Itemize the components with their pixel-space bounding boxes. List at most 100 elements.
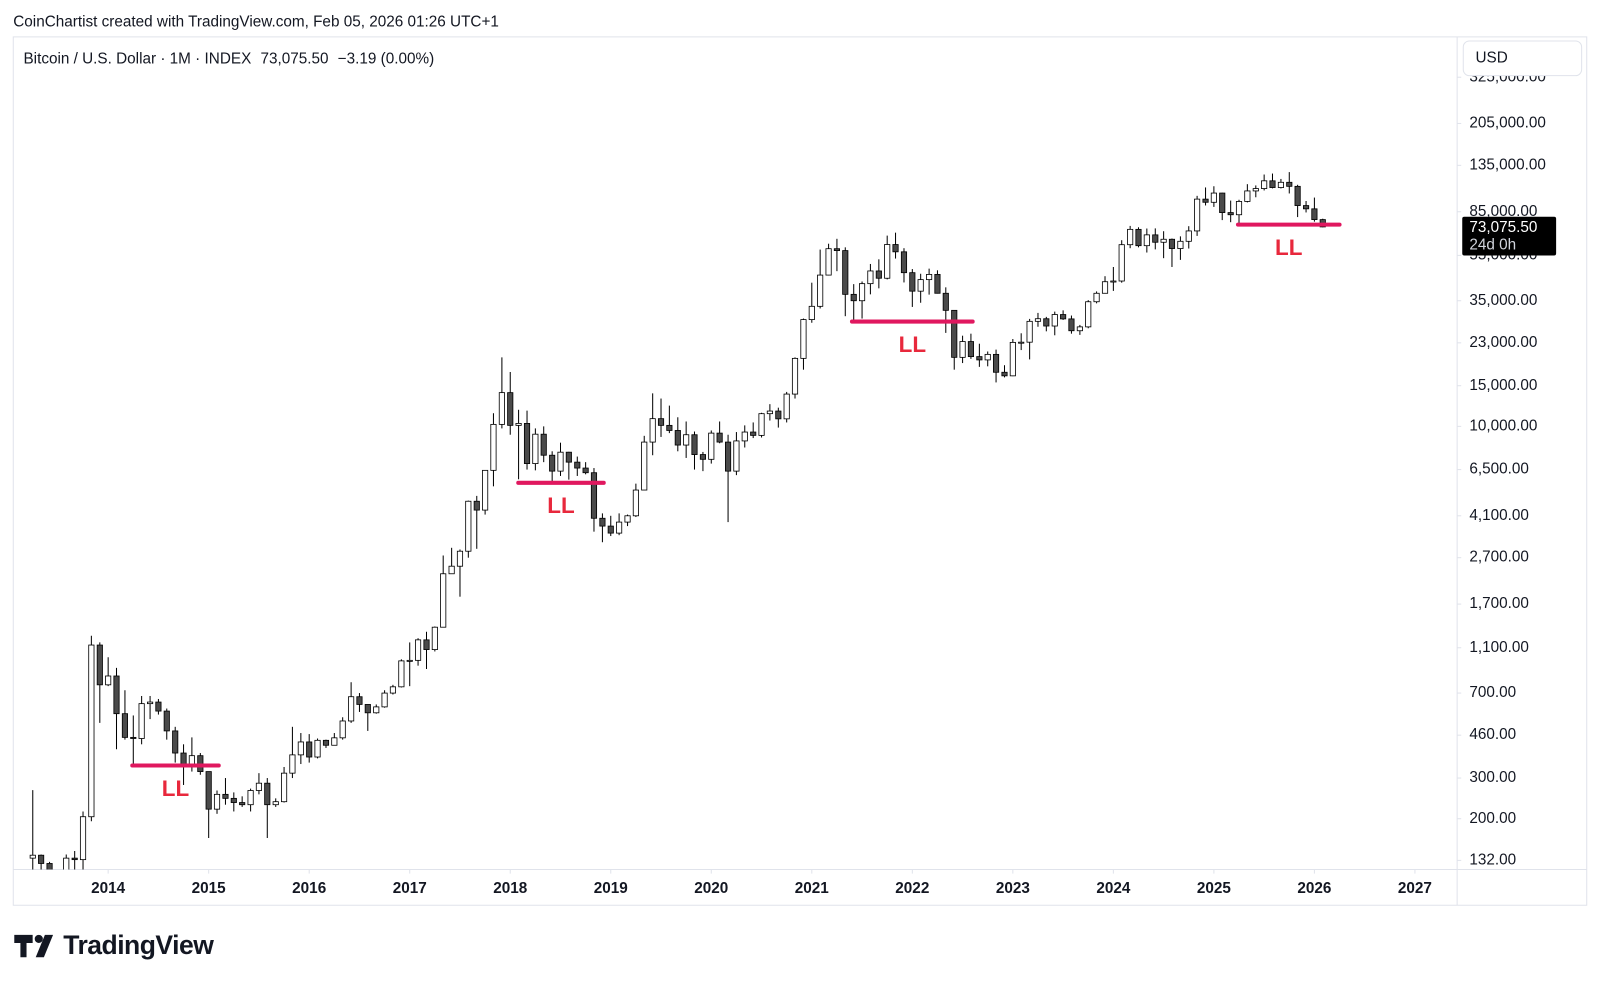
candle-body [1051,314,1058,327]
x-tick-label: 2015 [192,880,227,897]
candle-body [314,739,321,758]
candle-body [657,418,665,426]
candle-body [842,250,849,295]
price-label: 73,075.50 [1469,219,1537,236]
y-tick-label: 10,000.00 [1469,417,1537,434]
candle-body [456,550,464,567]
y-tick-label: 205,000.00 [1469,114,1546,131]
candle-body [683,434,690,446]
candle-body [867,270,874,285]
x-tick-label: 2016 [292,880,326,897]
y-tick-label: 2,700.00 [1469,549,1529,566]
candle-body [858,283,866,302]
candle-body [498,392,505,425]
candle-body [691,434,698,455]
candle-body [105,675,112,686]
candle-body [1076,326,1083,332]
candle-body [917,279,924,292]
candle-body [599,517,606,527]
legend-price: 73,075.50 [260,50,328,67]
logo-dot [34,934,43,943]
candle-body [415,639,422,661]
candle-body [1294,185,1301,206]
candle-body [1252,188,1259,192]
candle-body [1152,234,1159,243]
candle-body [1185,230,1192,242]
candle-body [465,500,472,552]
candle-body [172,730,179,754]
y-tick-label: 700.00 [1469,684,1516,701]
candle-body [750,431,757,436]
candle-body [331,737,338,746]
candle-body [281,772,288,803]
candle-body [817,274,824,307]
candle-body [1269,180,1276,188]
annotation-label: LL [547,493,575,518]
x-tick-label: 2014 [91,880,126,897]
candle-body [1018,341,1025,344]
candle-body [79,816,87,861]
candle-body [1177,240,1184,249]
candle-body [1135,228,1142,247]
y-tick-label: 35,000.00 [1469,292,1537,309]
candle-body [875,270,882,279]
candle-body [791,357,799,395]
candle-body [733,440,740,472]
candle-body [825,248,832,276]
candle-body [297,741,304,756]
candle-body [222,793,229,799]
candle-body [96,644,103,686]
candle-body [63,857,70,870]
legend-change: −3.19 (0.00%) [338,50,435,67]
candle-body [926,274,933,281]
x-tick-label: 2019 [594,880,628,897]
candle-body [992,353,1000,373]
candle-body [163,710,170,732]
candle-body [364,704,371,714]
x-tick-label: 2025 [1197,880,1232,897]
candle-body [46,863,53,870]
currency[interactable]: USD [1476,49,1508,66]
candle-body [1085,301,1092,328]
candle-body [373,706,380,714]
candle-body [255,782,262,791]
candle-body [540,433,547,456]
candle-body [230,797,237,803]
candle-body [1286,181,1293,187]
candle-body [147,701,154,705]
candle-body [716,432,723,443]
annotation-label: LL [1275,235,1303,260]
candle-body [482,469,489,511]
candle-body [389,686,396,694]
candle-body [289,754,296,774]
candle-body [833,248,840,252]
candle-body [213,793,221,810]
candle-body [1168,238,1176,249]
y-tick-label: 200.00 [1469,810,1516,827]
y-tick-label: 23,000.00 [1469,334,1537,351]
y-tick-label: 6,500.00 [1469,461,1529,478]
candle-body [775,410,782,420]
y-tick-label: 15,000.00 [1469,377,1537,394]
candle-body [247,790,254,806]
symbol-legend: Bitcoin / U.S. Dollar · 1M · INDEX [23,50,251,67]
y-tick-label: 4,100.00 [1469,507,1529,524]
y-tick-label: 300.00 [1469,769,1516,786]
candle-body [1244,190,1251,202]
candle-body [649,418,656,443]
x-tick-label: 2020 [694,880,728,897]
candle-body [725,441,732,472]
candle-body [616,521,623,534]
y-tick-label: 1,700.00 [1469,595,1529,612]
plot-area: LL LL LL LL [29,172,1342,870]
candle-body [549,454,556,472]
candle-body [892,244,899,253]
candle-body [398,660,405,688]
currency-button[interactable] [1462,40,1583,77]
candle-body [1311,208,1318,221]
candle-body [565,451,572,463]
candle-body [138,703,145,739]
candle-body [1210,192,1217,203]
